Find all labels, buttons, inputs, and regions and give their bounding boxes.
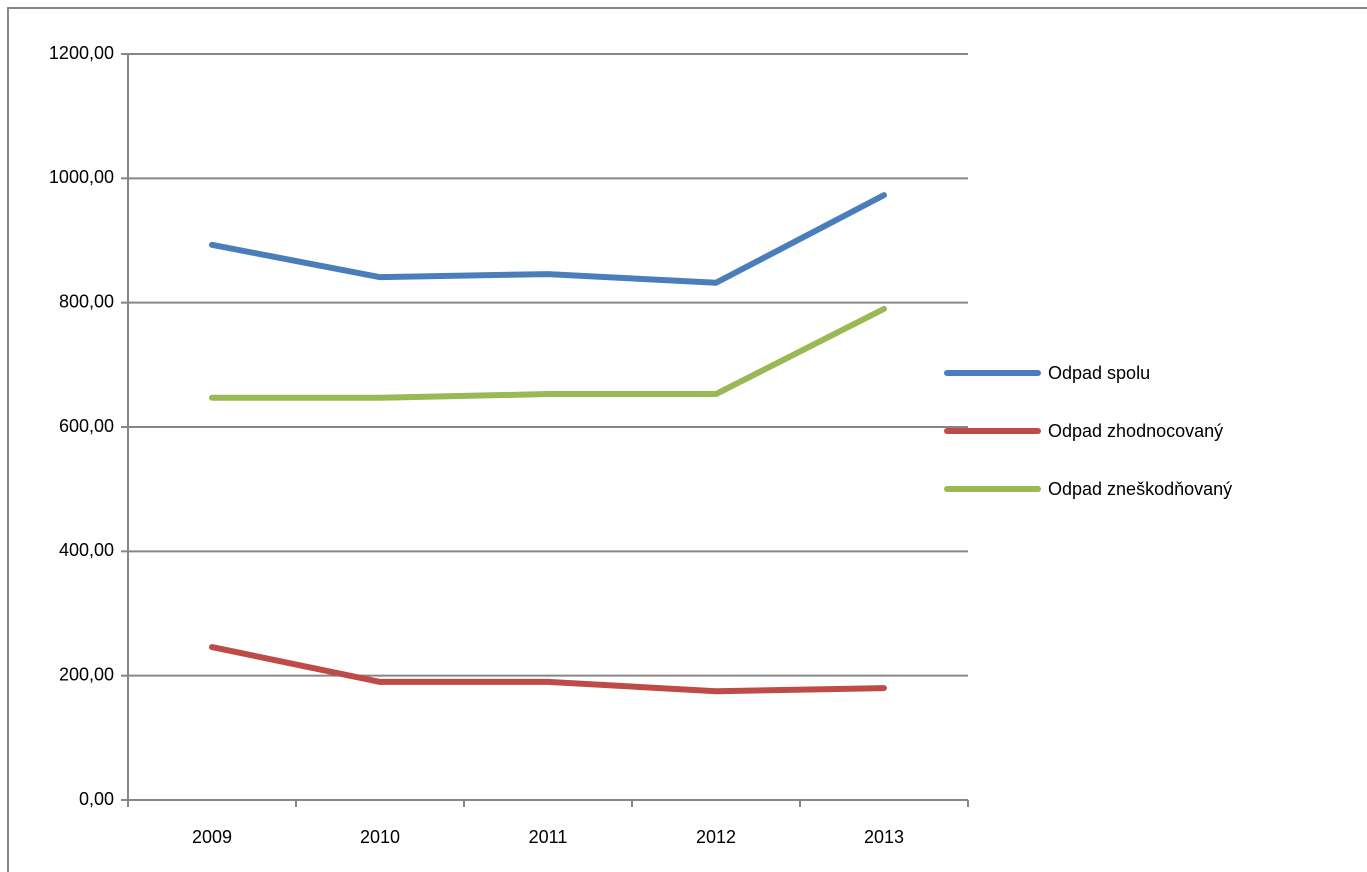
x-tick-label: 2012 <box>696 827 736 847</box>
x-tick-label: 2013 <box>864 827 904 847</box>
y-tick-label: 400,00 <box>59 540 114 560</box>
chart-frame <box>7 7 1367 872</box>
y-tick-label: 0,00 <box>79 789 114 809</box>
series-line <box>209 305 887 401</box>
y-tick-label: 800,00 <box>59 291 114 311</box>
y-tick-label: 600,00 <box>59 416 114 436</box>
legend-label: Odpad zneškodňovaný <box>1048 479 1233 499</box>
legend-label: Odpad zhodnocovaný <box>1048 421 1224 441</box>
x-tick-label: 2010 <box>360 827 400 847</box>
series-line <box>209 644 887 695</box>
y-tick-label: 200,00 <box>59 664 114 684</box>
y-tick-label: 1200,00 <box>49 43 114 63</box>
legend-label: Odpad spolu <box>1048 363 1151 383</box>
x-tick-label: 2009 <box>192 827 232 847</box>
x-tick-label: 2011 <box>529 827 568 847</box>
series-line <box>209 192 887 286</box>
y-tick-label: 1000,00 <box>49 167 114 187</box>
